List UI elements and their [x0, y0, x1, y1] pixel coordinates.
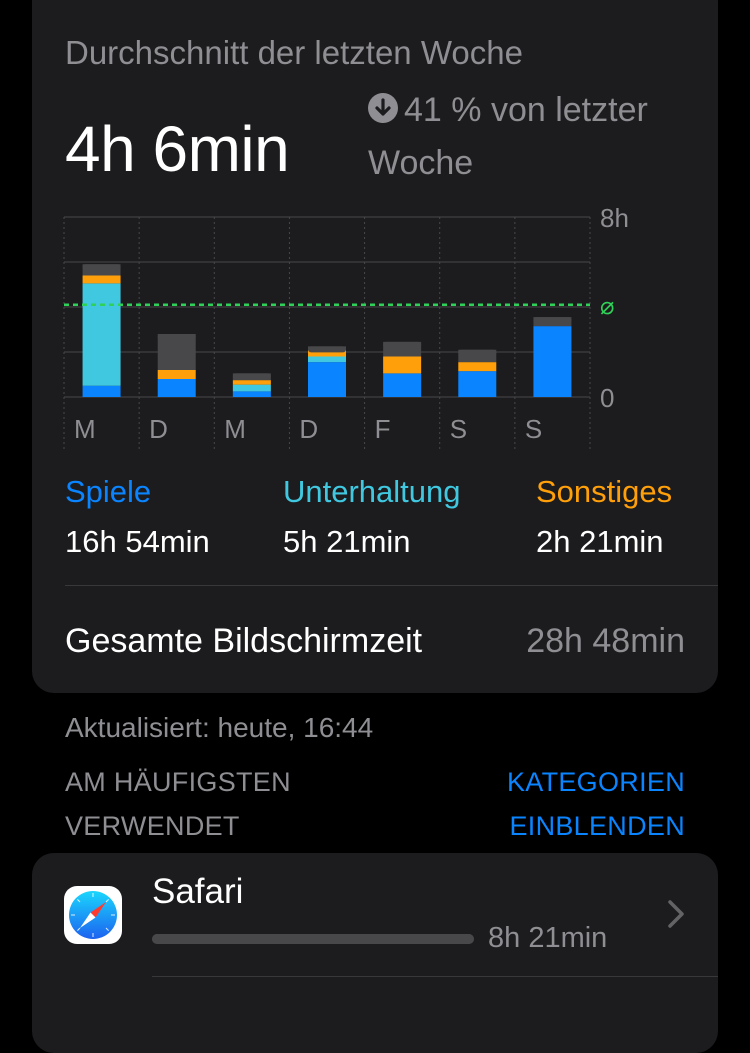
- arrow-down-icon: [368, 93, 398, 124]
- most-used-heading: AM HÄUFIGSTEN VERWENDET: [65, 760, 291, 848]
- safari-icon: [64, 886, 122, 944]
- x-tick-label: D: [299, 414, 318, 444]
- chart-labels: M D M D F S S 8h 0: [74, 203, 629, 444]
- x-tick-label: M: [224, 414, 246, 444]
- chevron-right-icon[interactable]: [663, 897, 689, 936]
- bar-segment: [157, 379, 196, 397]
- x-tick-label: S: [450, 414, 467, 444]
- bar-segment: [157, 370, 196, 379]
- bar-segment: [82, 385, 121, 397]
- change-text: 41 % von letzter Woche: [368, 91, 648, 182]
- most-used-heading-line2: VERWENDET: [65, 811, 240, 841]
- average-value: 4h 6min: [65, 113, 290, 185]
- bar-cap: [82, 264, 121, 271]
- bar-cap: [533, 317, 572, 324]
- bar-segment: [232, 384, 271, 392]
- category-value-sonstiges: 2h 21min: [536, 524, 664, 559]
- x-tick-label: F: [375, 414, 391, 444]
- bar-cap: [157, 334, 196, 340]
- category-value-unterhaltung: 5h 21min: [283, 524, 411, 559]
- show-categories-line1: KATEGORIEN: [506, 767, 685, 797]
- show-categories-line2: EINBLENDEN: [509, 811, 685, 841]
- app-list-card: [32, 853, 718, 1053]
- bar-segment: [308, 356, 346, 363]
- bar-segment: [458, 362, 497, 372]
- change-indicator: 41 % von letzter Woche: [368, 84, 698, 190]
- usage-bar-fill: [152, 934, 474, 944]
- category-label-spiele: Spiele: [65, 474, 152, 509]
- usage-chart: ⌀ M D M D F S S 8h 0: [63, 203, 629, 449]
- y-tick-label: 8h: [600, 203, 629, 233]
- category-label-unterhaltung: Unterhaltung: [283, 474, 461, 509]
- x-tick-label: M: [74, 414, 96, 444]
- app-name[interactable]: Safari: [152, 872, 244, 911]
- bar-segment: [308, 349, 346, 357]
- bar-segment: [232, 391, 271, 397]
- divider: [65, 585, 718, 586]
- updated-timestamp: Aktualisiert: heute, 16:44: [65, 712, 374, 743]
- total-screen-time-value: 28h 48min: [526, 622, 685, 660]
- total-screen-time-label[interactable]: Gesamte Bildschirmzeit: [65, 622, 423, 660]
- bar-segment: [383, 356, 422, 374]
- average-title: Durchschnitt der letzten Woche: [65, 34, 523, 71]
- bar-cap: [232, 373, 271, 380]
- average-line: ⌀: [64, 293, 614, 320]
- chart-bars: [82, 264, 572, 397]
- category-value-spiele: 16h 54min: [65, 524, 210, 559]
- bar-segment: [232, 380, 271, 385]
- bar-segment: [533, 326, 572, 397]
- usage-bar: [152, 934, 474, 944]
- bar-segment: [82, 283, 121, 386]
- bar-segment: [308, 362, 346, 397]
- chart-grid: [63, 216, 591, 449]
- row-divider: [152, 976, 718, 977]
- x-tick-label: D: [149, 414, 168, 444]
- x-tick-label: S: [525, 414, 542, 444]
- bar-segment: [82, 275, 121, 284]
- bar-segment: [383, 373, 422, 397]
- most-used-heading-line1: AM HÄUFIGSTEN: [65, 767, 291, 797]
- bar-cap: [308, 346, 346, 353]
- app-usage-value: 8h 21min: [488, 922, 608, 954]
- y-tick-label: 0: [600, 383, 614, 413]
- average-marker: ⌀: [600, 293, 614, 320]
- bar-cap: [458, 349, 497, 356]
- bar-segment: [458, 371, 497, 397]
- bar-cap: [383, 341, 422, 348]
- show-categories-button[interactable]: KATEGORIEN EINBLENDEN: [507, 760, 685, 848]
- category-label-sonstiges: Sonstiges: [536, 474, 673, 509]
